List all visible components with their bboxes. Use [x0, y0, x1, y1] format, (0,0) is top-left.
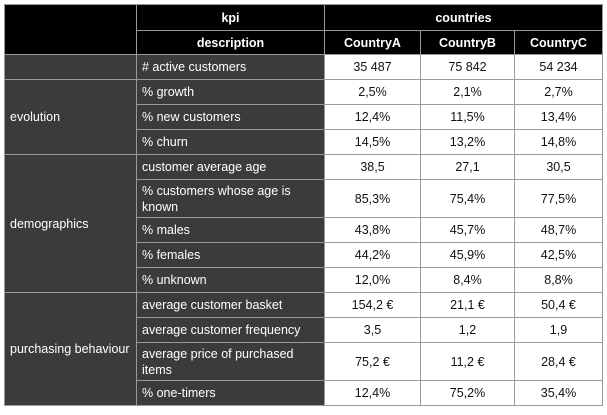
kpi-description: % one-timers: [136, 380, 325, 406]
value-country-c: 42,5%: [514, 242, 603, 268]
value-country-c: 13,4%: [514, 104, 603, 130]
kpi-description: % new customers: [136, 104, 325, 130]
value-country-a: 154,2 €: [324, 292, 421, 318]
value-country-c: 48,7%: [514, 217, 603, 243]
value-country-a: 14,5%: [324, 129, 421, 155]
value-country-c: 14,8%: [514, 129, 603, 155]
kpi-table: kpi countries description CountryA Count…: [4, 4, 603, 406]
table-row: purchasing behaviour average customer ba…: [4, 292, 603, 406]
countries-header: countries: [324, 4, 603, 31]
table-row: % churn 14,5% 13,2% 14,8%: [5, 129, 603, 155]
value-country-a: 85,3%: [324, 179, 421, 218]
country-a-header: CountryA: [324, 30, 421, 55]
description-header: description: [136, 30, 325, 55]
value-country-b: 11,2 €: [420, 342, 515, 381]
table-row: % new customers 12,4% 11,5% 13,4%: [5, 104, 603, 130]
value-country-a: 3,5: [324, 317, 421, 343]
value-country-a: 12,4%: [324, 104, 421, 130]
value-country-a: 35 487: [324, 54, 421, 80]
group-cell-empty: [4, 54, 137, 80]
value-country-c: 8,8%: [514, 267, 603, 293]
value-country-b: 75 842: [420, 54, 515, 80]
kpi-description: % customers whose age is known: [136, 179, 325, 218]
table-row: evolution % growth 2,5% 2,1% 2,7%: [4, 79, 603, 155]
value-country-b: 75,2%: [420, 380, 515, 406]
value-country-b: 75,4%: [420, 179, 515, 218]
country-c-header: CountryC: [514, 30, 603, 55]
value-country-b: 21,1 €: [420, 292, 515, 318]
value-country-c: 77,5%: [514, 179, 603, 218]
value-country-a: 38,5: [324, 154, 421, 180]
header-corner: [4, 4, 137, 55]
value-country-c: 54 234: [514, 54, 603, 80]
kpi-description: % males: [136, 217, 325, 243]
kpi-description: average customer frequency: [136, 317, 325, 343]
table-row: % males 43,8% 45,7% 48,7%: [5, 217, 603, 243]
table-row: % customers whose age is known 85,3% 75,…: [5, 179, 603, 218]
table-row: # active customers 35 487 75 842 54 234: [4, 54, 603, 80]
value-country-b: 27,1: [420, 154, 515, 180]
table-row: demographics customer average age 38,5 2…: [4, 154, 603, 293]
value-country-b: 13,2%: [420, 129, 515, 155]
value-country-a: 44,2%: [324, 242, 421, 268]
group-demographics: demographics: [4, 154, 137, 293]
value-country-a: 12,0%: [324, 267, 421, 293]
value-country-b: 45,7%: [420, 217, 515, 243]
value-country-a: 43,8%: [324, 217, 421, 243]
kpi-description: % unknown: [136, 267, 325, 293]
kpi-description: % churn: [136, 129, 325, 155]
country-b-header: CountryB: [420, 30, 515, 55]
value-country-c: 35,4%: [514, 380, 603, 406]
kpi-description: average price of purchased items: [136, 342, 325, 381]
value-country-c: 1,9: [514, 317, 603, 343]
value-country-b: 45,9%: [420, 242, 515, 268]
kpi-description: % growth: [136, 79, 325, 105]
value-country-a: 12,4%: [324, 380, 421, 406]
header-row-2: description CountryA CountryB CountryC: [5, 30, 603, 55]
value-country-b: 11,5%: [420, 104, 515, 130]
table-row: % females 44,2% 45,9% 42,5%: [5, 242, 603, 268]
value-country-b: 1,2: [420, 317, 515, 343]
table-row: % one-timers 12,4% 75,2% 35,4%: [5, 380, 603, 406]
value-country-a: 2,5%: [324, 79, 421, 105]
value-country-c: 50,4 €: [514, 292, 603, 318]
group-evolution: evolution: [4, 79, 137, 155]
value-country-c: 28,4 €: [514, 342, 603, 381]
header-row-1: kpi countries: [4, 4, 603, 55]
table-row: % unknown 12,0% 8,4% 8,8%: [5, 267, 603, 293]
value-country-b: 8,4%: [420, 267, 515, 293]
value-country-a: 75,2 €: [324, 342, 421, 381]
kpi-header: kpi: [136, 4, 325, 31]
value-country-b: 2,1%: [420, 79, 515, 105]
kpi-description: average customer basket: [136, 292, 325, 318]
kpi-description: # active customers: [136, 54, 325, 80]
group-purchasing-behaviour: purchasing behaviour: [4, 292, 137, 406]
value-country-c: 30,5: [514, 154, 603, 180]
kpi-description: % females: [136, 242, 325, 268]
table-row: average customer frequency 3,5 1,2 1,9: [5, 317, 603, 343]
kpi-description: customer average age: [136, 154, 325, 180]
value-country-c: 2,7%: [514, 79, 603, 105]
